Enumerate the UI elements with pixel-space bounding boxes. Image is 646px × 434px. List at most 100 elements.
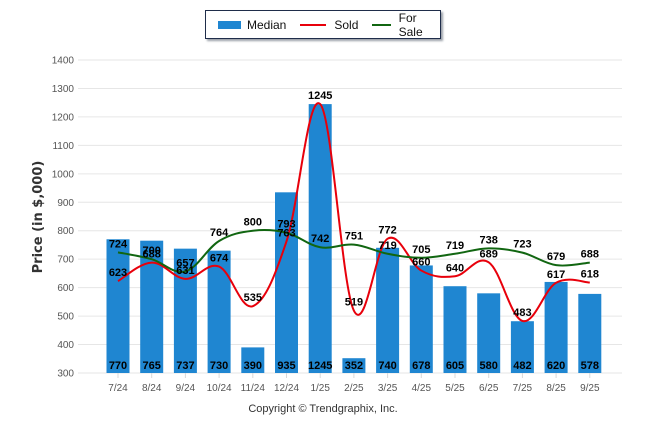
- y-tick-label: 1100: [52, 141, 74, 152]
- data-label-median: 482: [513, 360, 531, 372]
- data-label-for-sale: 742: [311, 233, 329, 245]
- data-label-for-sale: 724: [109, 238, 128, 250]
- y-tick-label: 600: [57, 283, 74, 294]
- x-tick-label: 2/25: [344, 383, 364, 394]
- data-label-median: 605: [446, 360, 464, 372]
- y-axis-label: Price (in $,000): [31, 161, 46, 274]
- copyright-notice: Copyright © Trendgraphix, Inc.: [248, 403, 398, 415]
- x-tick-label: 1/25: [310, 383, 330, 394]
- data-label-for-sale: 679: [547, 251, 565, 263]
- x-axis-ticks: 7/24 8/24 9/24 10/24 11/24 12/24 1/25 2/25 3/25 4…: [108, 373, 600, 394]
- bar-median: [544, 281, 568, 373]
- y-tick-label: 500: [57, 312, 74, 323]
- bar-median: [443, 286, 467, 373]
- data-label-sold: 535: [244, 292, 262, 304]
- y-tick-label: 800: [57, 226, 74, 237]
- bar-median: [106, 239, 130, 373]
- median-bars: [106, 104, 602, 373]
- data-label-median: 740: [378, 360, 396, 372]
- y-tick-label: 300: [57, 369, 74, 380]
- data-label-sold: 483: [513, 307, 531, 319]
- data-label-sold: 618: [581, 269, 599, 281]
- data-label-for-sale: 751: [345, 231, 363, 243]
- legend-label-median: Median: [247, 17, 287, 32]
- y-tick-label: 1300: [52, 84, 75, 95]
- y-tick-label: 1000: [52, 169, 75, 180]
- data-label-median: 678: [412, 360, 430, 372]
- x-tick-label: 7/25: [513, 383, 533, 394]
- data-label-sold: 689: [480, 248, 498, 260]
- data-label-median: 580: [480, 360, 498, 372]
- legend-swatch-sold: [300, 23, 327, 26]
- series-lines: [117, 102, 590, 322]
- data-label-median: 620: [547, 360, 565, 372]
- data-label-sold: 623: [109, 267, 127, 279]
- legend: Median Sold For Sale: [205, 10, 441, 39]
- data-label-sold: 674: [210, 253, 229, 265]
- line-for-sale: [117, 228, 590, 273]
- bar-median: [510, 321, 534, 373]
- data-label-for-sale: 657: [176, 257, 194, 269]
- x-tick-label: 4/25: [412, 383, 432, 394]
- data-label-sold: 688: [143, 249, 161, 261]
- bar-median: [409, 265, 433, 373]
- bar-median: [376, 247, 400, 373]
- bar-median: [207, 250, 231, 373]
- x-tick-label: 5/25: [445, 383, 465, 394]
- x-tick-label: 3/25: [378, 383, 398, 394]
- x-tick-label: 9/24: [176, 383, 196, 394]
- y-axis-ticks: 300 400 500 600 700 800 900 1000 1100 1200 1300 140…: [52, 56, 75, 380]
- legend-item-for-sale[interactable]: For Sale: [372, 11, 430, 39]
- x-tick-label: 8/25: [546, 383, 566, 394]
- bar-median: [477, 293, 501, 373]
- bar-median: [173, 248, 197, 373]
- bar-median: [578, 293, 602, 373]
- data-label-median: 770: [109, 360, 127, 372]
- data-label-for-sale: 719: [378, 240, 396, 252]
- gridlines: [78, 59, 622, 374]
- legend-item-median[interactable]: Median: [218, 18, 286, 32]
- data-label-for-sale: 738: [480, 234, 498, 246]
- y-tick-label: 1200: [52, 112, 75, 123]
- data-label-for-sale: 688: [581, 249, 599, 261]
- bar-median: [140, 240, 164, 373]
- x-tick-label: 6/25: [479, 383, 499, 394]
- data-label-median: 390: [244, 360, 262, 372]
- data-label-median: 935: [277, 360, 295, 372]
- data-label-sold: 519: [345, 297, 363, 309]
- data-label-sold: 772: [378, 225, 396, 237]
- data-label-for-sale: 719: [446, 240, 464, 252]
- x-tick-label: 8/24: [142, 383, 162, 394]
- data-label-for-sale: 764: [210, 227, 229, 239]
- y-tick-label: 900: [57, 198, 74, 209]
- x-tick-label: 9/25: [580, 383, 600, 394]
- data-label-median: 1245: [308, 360, 332, 372]
- data-label-median: 737: [176, 360, 194, 372]
- data-label-for-sale: 700: [143, 245, 161, 257]
- bar-median: [342, 358, 366, 373]
- data-label-sold: 1245: [308, 90, 332, 102]
- data-label-for-sale: 705: [412, 244, 430, 256]
- data-label-sold: 660: [412, 257, 430, 269]
- line-sold: [117, 102, 590, 322]
- x-tick-label: 7/24: [108, 383, 128, 394]
- data-label-median: 730: [210, 360, 228, 372]
- x-tick-label: 10/24: [207, 383, 232, 394]
- bar-median: [241, 347, 265, 373]
- data-label-sold: 617: [547, 269, 565, 281]
- data-label-sold: 640: [446, 262, 464, 274]
- legend-label-for-sale: For Sale: [398, 10, 423, 39]
- legend-item-sold[interactable]: Sold: [300, 18, 358, 32]
- data-label-median: 578: [581, 360, 599, 372]
- data-labels: 770 765 737 730 390 935 1245 352 740 678 605 580 482…: [109, 90, 599, 372]
- y-tick-label: 400: [57, 340, 74, 351]
- x-tick-label: 11/24: [241, 383, 266, 394]
- y-tick-label: 1400: [52, 56, 75, 67]
- data-label-for-sale: 793: [277, 219, 295, 231]
- data-label-for-sale: 800: [244, 217, 262, 229]
- bar-median: [308, 104, 332, 373]
- legend-label-sold: Sold: [334, 17, 359, 32]
- data-label-sold: 631: [176, 265, 194, 277]
- y-tick-label: 700: [57, 255, 74, 266]
